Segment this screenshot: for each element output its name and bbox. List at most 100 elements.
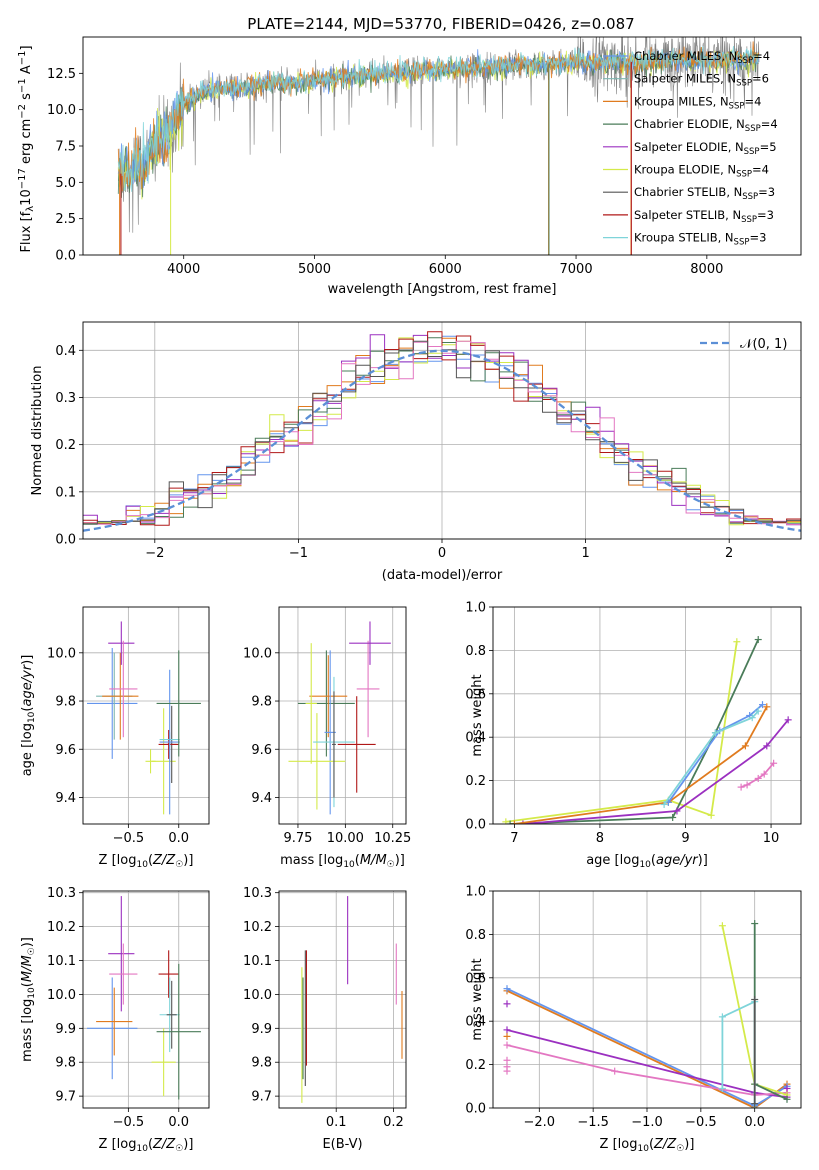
weight-series (522, 719, 789, 824)
weight-series (510, 639, 760, 824)
y-tick-label: 9.8 (55, 1056, 76, 1071)
y-axis-label: mass weight (470, 958, 485, 1040)
weight-series (740, 762, 775, 788)
y-tick-label: 0.2 (465, 774, 486, 789)
legend-entry: Chabrier MILES, NSSP=4 (634, 49, 770, 66)
weight-lines (502, 636, 792, 824)
y-tick-label: 10.1 (243, 954, 272, 969)
y-tick-label: 0.6 (465, 971, 486, 986)
axes-frame (82, 36, 802, 256)
y-tick-label: 10.0 (243, 988, 272, 1003)
y-tick-label: 0.4 (465, 731, 486, 746)
x-tick-label: −0.5 (113, 831, 145, 846)
y-axis-label: mass [log10(M/M☉)] (20, 937, 37, 1062)
y-tick-label: 7.5 (55, 140, 76, 155)
y-tick-label: 9.4 (251, 791, 272, 806)
y-tick-label: 2.5 (55, 212, 76, 227)
x-axis-label: wavelength [Angstrom, rest frame] (328, 282, 557, 297)
y-tick-label: 1.0 (465, 601, 486, 616)
spectrum-panel: 4000 5000 6000 7000 8000 0.0 2.5 5.0 7.5 10.0 12.5… (17, 36, 802, 297)
axes-frame (82, 890, 210, 1109)
y-tick-label: 9.9 (251, 1022, 272, 1037)
y-tick-label: 1.0 (465, 885, 486, 900)
x-tick-label: 9.75 (283, 831, 312, 846)
age_vs_Z-panel: −0.5 0.0 9.4 9.6 9.8 10.0 Z [log10(Z/Z☉)] age [… (20, 606, 210, 870)
axes-frame (278, 890, 407, 1109)
x-tick-label: 0.0 (168, 831, 189, 846)
errorbars (301, 896, 403, 1103)
x-tick-label: 10.00 (327, 831, 364, 846)
y-tick-label: 9.9 (55, 1022, 76, 1037)
x-tick-label: 0.2 (383, 1115, 404, 1130)
residuals-panel: −2 −1 0 1 2 0.0 0.1 0.2 0.3 0.4 (data-model)/error… (30, 321, 802, 583)
plots-layer: 4000 5000 6000 7000 80000.02.55.07.510.012.5… (17, 36, 802, 1154)
histogram-lines (83, 331, 801, 532)
y-tick-label: 0.8 (465, 644, 486, 659)
axes-frame (82, 321, 802, 540)
y-tick-label: 9.6 (251, 743, 272, 758)
y-tick-label: 9.6 (55, 743, 76, 758)
x-axis-label: Z [log10(Z/Z☉)] (99, 853, 194, 870)
x-tick-label: −1.0 (631, 1115, 663, 1130)
legend-entry: Kroupa MILES, NSSP=4 (634, 94, 761, 111)
x-tick-label: 7 (510, 831, 518, 846)
weight-series (514, 706, 768, 824)
legend-entry: Kroupa STELIB, NSSP=3 (634, 231, 766, 248)
legend-entry: Salpeter STELIB, NSSP=3 (634, 208, 774, 225)
y-tick-label: 0.2 (465, 1058, 486, 1073)
legend-entry: Chabrier ELODIE, NSSP=4 (634, 117, 778, 134)
x-axis-label: E(B-V) (322, 1137, 362, 1152)
legend-entry: Chabrier STELIB, NSSP=3 (634, 185, 775, 202)
y-tick-label: 0.0 (465, 1102, 486, 1117)
y-tick-label: 0.4 (55, 344, 76, 359)
x-tick-label: −1 (289, 546, 308, 561)
y-tick-label: 0.0 (55, 533, 76, 548)
x-tick-label: −0.5 (685, 1115, 717, 1130)
x-tick-label: 0.0 (744, 1115, 765, 1130)
weight_vs_age-panel: 7 8 9 10 0.0 0.2 0.4 0.6 0.8 1.0 age [log10(age/yr… (465, 601, 802, 870)
model-spectrum (117, 45, 760, 192)
y-tick-label: 5.0 (55, 176, 76, 191)
x-tick-label: 5000 (298, 262, 331, 277)
y-tick-label: 9.7 (251, 1090, 272, 1105)
y-tick-label: 0.6 (465, 687, 486, 702)
y-axis-label: age [log10(age/yr)] (20, 655, 37, 777)
normal-curve (83, 349, 801, 532)
x-tick-label: 8 (596, 831, 604, 846)
weight-series (667, 703, 764, 803)
x-tick-label: −1.5 (577, 1115, 609, 1130)
y-tick-label: 10.0 (47, 646, 76, 661)
y-tick-label: 0.0 (55, 249, 76, 264)
histogram-step (83, 331, 801, 526)
x-tick-label: −2.0 (524, 1115, 556, 1130)
y-axis-label: Flux [fλ10−17 erg cm−2 s−1 A−1] (17, 45, 36, 252)
x-tick-label: 4000 (167, 262, 200, 277)
axes-frame (492, 606, 802, 825)
x-tick-label: 0 (438, 546, 446, 561)
legend-entry: Salpeter MILES, NSSP=6 (634, 72, 769, 89)
y-tick-label: 9.8 (251, 1056, 272, 1071)
y-tick-label: 10.0 (47, 988, 76, 1003)
y-tick-label: 9.7 (55, 1090, 76, 1105)
axes-frame (492, 890, 802, 1109)
y-tick-label: 9.8 (55, 695, 76, 710)
y-tick-label: 9.4 (55, 791, 76, 806)
model-spectrum (117, 41, 760, 192)
weight-series (663, 710, 759, 806)
y-tick-label: 10.2 (243, 920, 272, 935)
errorbars (87, 896, 201, 1100)
x-axis-label: age [log10(age/yr)] (586, 853, 708, 870)
histogram-step (83, 340, 801, 525)
mass_vs_Z-panel: −0.5 0.0 9.7 9.8 9.9 10.0 10.1 10.2 10.3 Z [log10… (20, 886, 210, 1154)
y-tick-label: 10.3 (47, 886, 76, 901)
spectrum-legend: Chabrier MILES, NSSP=4 Salpeter MILES, NS… (603, 49, 778, 248)
y-tick-label: 9.8 (251, 695, 272, 710)
y-tick-label: 10.1 (47, 954, 76, 969)
age_vs_mass-panel: 9.75 10.00 10.25 9.4 9.6 9.8 10.0 mass [log10(M… (243, 606, 411, 870)
y-tick-label: 0.4 (465, 1015, 486, 1030)
x-tick-label: 10 (763, 831, 780, 846)
errorbars (288, 621, 391, 815)
mass_vs_ebv-panel: 0.1 0.2 9.7 9.8 9.9 10.0 10.1 10.2 10.3 E(B-V) (243, 886, 407, 1152)
legend-entry: Salpeter ELODIE, NSSP=5 (634, 140, 777, 157)
